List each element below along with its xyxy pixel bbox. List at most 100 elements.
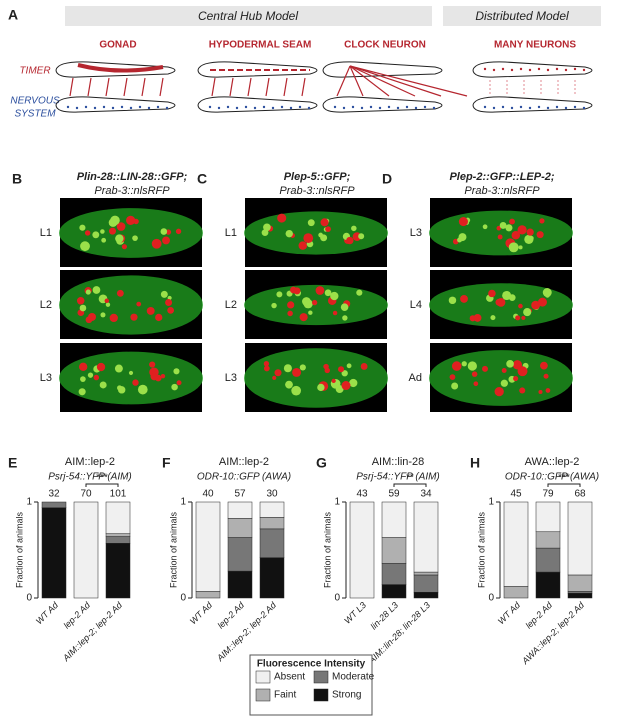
- nucleus: [536, 231, 544, 239]
- header-band: [443, 6, 601, 26]
- nucleus: [79, 304, 87, 312]
- cell: [342, 106, 346, 110]
- cell: [66, 105, 70, 109]
- arrow: [123, 77, 128, 97]
- image-title: Plep-2::GFP::LEP-2;: [449, 171, 554, 183]
- legend-label: Moderate: [332, 672, 375, 683]
- x-tick-label: AIM::lep-2; lep-2 Ad: [214, 599, 278, 663]
- nucleus: [499, 221, 507, 229]
- gonad: [77, 63, 164, 73]
- nucleus: [457, 237, 463, 243]
- nucleus: [116, 222, 126, 231]
- nucleus: [505, 224, 513, 232]
- stage-label: L3: [225, 372, 237, 384]
- bar-segment: Moderate: [413, 574, 439, 593]
- nucleus: [160, 228, 168, 235]
- nucleus: [151, 238, 162, 249]
- row-label: SYSTEM: [14, 109, 56, 120]
- arrow: [349, 65, 416, 97]
- arrow: [349, 65, 442, 97]
- nucleus: [277, 213, 287, 223]
- nucleus: [104, 298, 110, 304]
- nucleus: [155, 313, 163, 322]
- nucleus: [80, 376, 86, 382]
- cell: [519, 67, 523, 71]
- count-label: 59: [388, 489, 400, 500]
- nucleus: [500, 379, 508, 387]
- arrow: [247, 77, 252, 97]
- count-label: 70: [80, 489, 92, 500]
- nucleus: [114, 364, 123, 373]
- cell: [501, 105, 505, 109]
- cell: [432, 106, 436, 110]
- chart-subtitle: ODR-10::GFP (AWA): [505, 472, 599, 483]
- nucleus: [160, 290, 168, 298]
- nucleus: [171, 383, 178, 391]
- significance: ***: [96, 473, 108, 484]
- cell: [76, 69, 78, 71]
- nucleus: [92, 286, 101, 294]
- cell: [129, 106, 133, 110]
- nucleus: [471, 371, 478, 377]
- count-label: 101: [110, 489, 127, 500]
- cell: [582, 106, 586, 110]
- cell: [84, 105, 88, 109]
- bar-segment: Moderate: [567, 591, 593, 594]
- nucleus: [118, 386, 126, 394]
- bar-segment: Absent: [227, 501, 253, 519]
- cell: [147, 106, 151, 110]
- bar-segment: Faint: [567, 574, 593, 592]
- nucleus: [531, 300, 541, 310]
- bar-segment: Faint: [259, 517, 285, 530]
- nucleus: [176, 380, 182, 386]
- count-label: 30: [266, 489, 278, 500]
- nucleus: [346, 236, 354, 245]
- cell: [379, 69, 381, 71]
- chart-title: AIM::lep-2: [219, 456, 269, 468]
- nucleus: [175, 228, 182, 235]
- worm: [472, 61, 593, 78]
- nucleus: [263, 361, 270, 367]
- nucleus: [162, 236, 170, 245]
- header: Distributed Model: [475, 9, 569, 23]
- x-tick-label: lep-2 Ad: [524, 599, 555, 630]
- cell: [405, 105, 409, 109]
- panel-label: A: [8, 7, 18, 23]
- y-tick-label: 1: [26, 497, 32, 508]
- cell: [351, 105, 355, 109]
- y-axis-label: Fraction of animals: [476, 511, 486, 588]
- header-band: [65, 6, 432, 26]
- nucleus: [539, 218, 545, 224]
- legend-label: Faint: [274, 690, 296, 701]
- nucleus: [96, 362, 106, 372]
- y-axis-label: Fraction of animals: [168, 511, 178, 588]
- nucleus: [85, 289, 91, 295]
- bar-segment: Moderate: [41, 501, 67, 509]
- cell: [573, 105, 577, 109]
- cell: [546, 68, 550, 72]
- cell: [483, 105, 487, 109]
- chart-title: AWA::lep-2: [525, 456, 580, 468]
- nucleus: [150, 373, 158, 381]
- cell: [334, 68, 336, 70]
- nucleus: [167, 295, 172, 301]
- nucleus: [323, 363, 329, 370]
- nucleus: [136, 301, 142, 307]
- chart-subtitle: Psrj-54::YFP (AIM): [48, 472, 132, 483]
- cell: [67, 68, 69, 70]
- nucleus: [526, 228, 534, 236]
- bar-segment: Absent: [503, 501, 529, 587]
- stage-label: L4: [410, 299, 422, 311]
- nucleus: [331, 378, 336, 383]
- nucleus: [461, 361, 467, 367]
- nucleus: [538, 297, 547, 307]
- cell: [165, 106, 169, 110]
- nucleus: [517, 366, 528, 377]
- cell: [406, 68, 408, 70]
- nucleus: [346, 363, 352, 369]
- image-title: Plin-28::LIN-28::GFP;: [77, 171, 188, 183]
- nucleus: [451, 361, 462, 371]
- stage-label: L3: [410, 227, 422, 239]
- legend-swatch: [255, 670, 271, 684]
- bar-segment: Absent: [105, 501, 131, 534]
